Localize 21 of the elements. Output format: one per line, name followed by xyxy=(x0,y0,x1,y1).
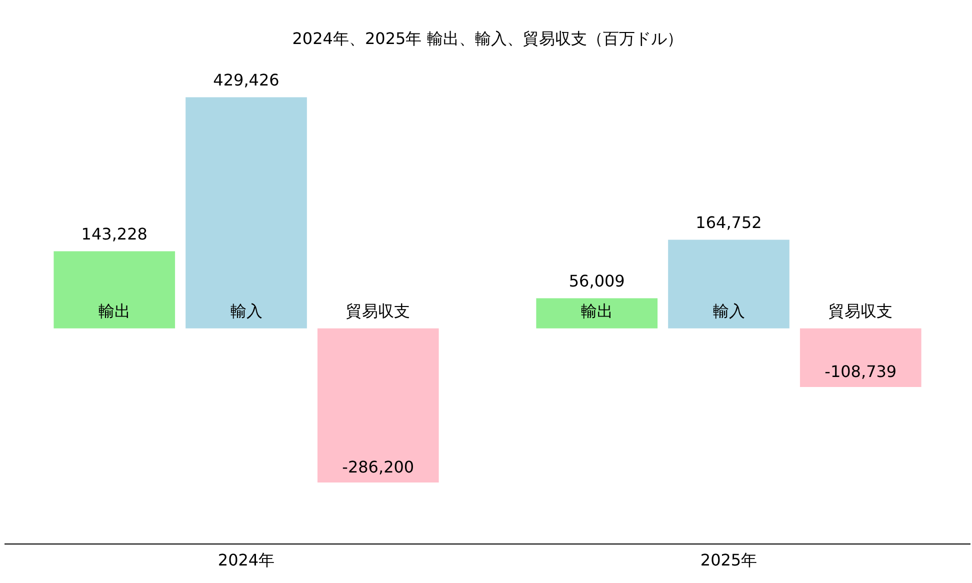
series-label: 輸入 xyxy=(230,302,262,321)
bar xyxy=(186,97,307,328)
data-label: 164,752 xyxy=(696,212,762,232)
chart-title: 2024年、2025年 輸出、輸入、貿易収支（百万ドル） xyxy=(292,28,683,48)
text: 輸出 xyxy=(98,302,130,321)
data-label: 429,426 xyxy=(213,70,280,90)
text: 貿易収支 xyxy=(828,302,893,321)
x-tick-label: 2025年 xyxy=(700,550,758,570)
series-label: 貿易収支 xyxy=(346,302,410,321)
bar xyxy=(536,298,658,328)
data-label: -108,739 xyxy=(824,362,897,382)
data-label: -286,200 xyxy=(342,458,414,477)
x-tick-label: 2024年 xyxy=(218,550,275,570)
series-label: 輸出 xyxy=(580,302,613,321)
bar xyxy=(54,251,176,328)
data-label: 143,228 xyxy=(81,224,148,244)
bar xyxy=(317,328,439,483)
bar xyxy=(800,328,922,387)
text: 輸入 xyxy=(712,302,745,321)
data-label: 56,009 xyxy=(568,271,625,290)
bar xyxy=(668,240,790,328)
